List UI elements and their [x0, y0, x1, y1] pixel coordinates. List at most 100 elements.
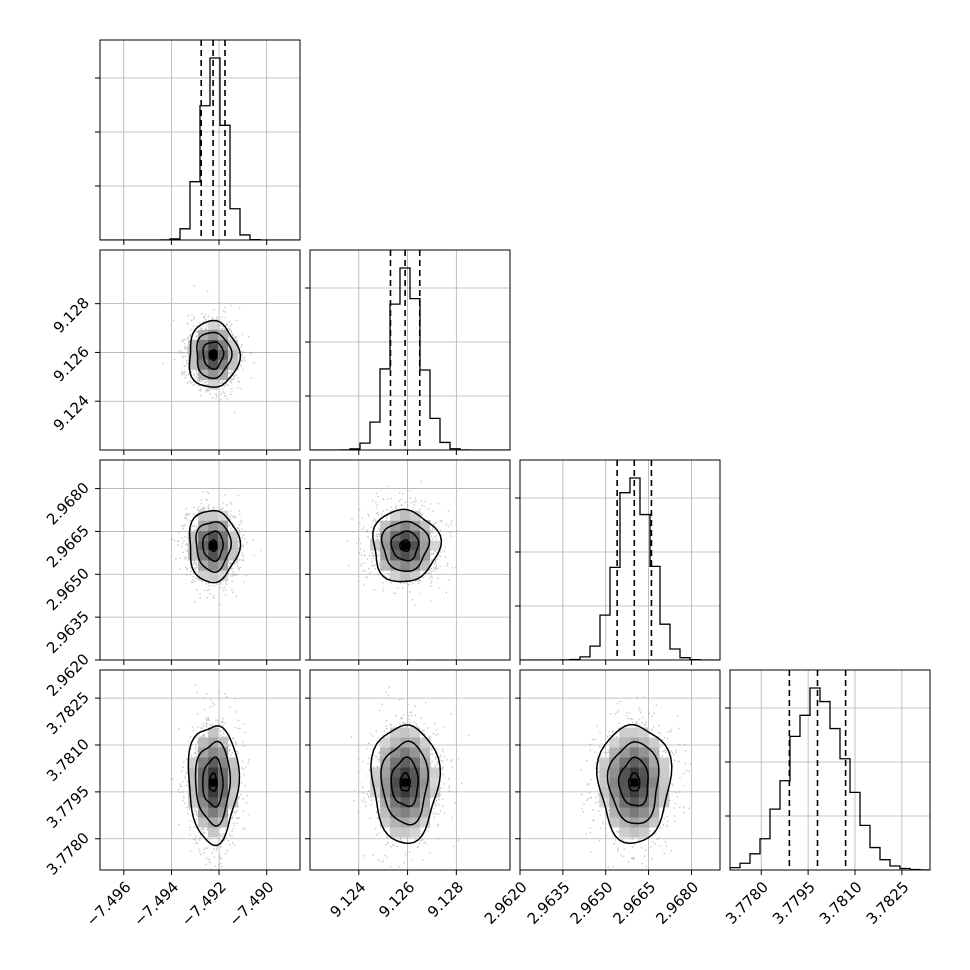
- density-cell: [228, 359, 239, 370]
- y-tick-label-p1-1: 9.126: [50, 343, 93, 386]
- density-cell: [410, 727, 421, 738]
- panel-frame: [99, 39, 301, 241]
- panel-1-1: [305, 249, 511, 455]
- density-cell: [208, 520, 219, 531]
- y-tick-label-p1-2: 9.128: [50, 294, 93, 337]
- density-cell: [218, 339, 229, 350]
- x-tick-label-p1-0: 9.124: [326, 878, 369, 921]
- density-cell: [390, 827, 401, 838]
- y-tick-label-p3-0: 3.7780: [43, 829, 93, 879]
- density-cell: [380, 757, 391, 768]
- density-cell: [599, 787, 610, 798]
- density-cell: [619, 747, 630, 758]
- density-peak: [209, 778, 218, 787]
- x-tick-label-p1-2: 9.128: [424, 878, 467, 921]
- density-cell: [390, 807, 401, 818]
- density-cell: [380, 777, 391, 788]
- density-cell: [218, 510, 229, 521]
- density-cell: [410, 540, 421, 551]
- density-cell: [639, 807, 650, 818]
- density-cell: [629, 757, 640, 768]
- histogram-step-2: [520, 477, 720, 660]
- contour-0: [188, 319, 242, 388]
- density-cell: [609, 757, 620, 768]
- density-cell: [609, 777, 620, 788]
- contour-1: [196, 331, 233, 380]
- density-cell: [218, 737, 229, 748]
- density-cell: [228, 530, 239, 541]
- density-cell: [410, 757, 421, 768]
- density-cell: [228, 797, 239, 808]
- contour-2: [202, 341, 225, 371]
- x-tick-label-p2-1: 2.9635: [524, 878, 574, 928]
- density-cell: [208, 797, 219, 808]
- y-tick-label-p3-1: 3.7795: [43, 782, 93, 832]
- density-cell: [649, 767, 660, 778]
- density-cell: [609, 817, 620, 828]
- density-cell: [619, 807, 630, 818]
- density-cell: [188, 787, 199, 798]
- density-cell: [198, 737, 209, 748]
- scatter-points: [350, 686, 470, 868]
- y-tick-label-p2-1: 2.9635: [43, 607, 93, 657]
- density-cell: [639, 767, 650, 778]
- density-cell: [188, 530, 199, 541]
- density-cell: [420, 520, 431, 531]
- density-cell: [198, 747, 209, 758]
- panel-0-0-content: [100, 40, 300, 240]
- density-cell: [228, 339, 239, 350]
- density-cell: [390, 747, 401, 758]
- density-cell: [609, 737, 620, 748]
- density-cell: [619, 827, 630, 838]
- panel-frame: [729, 669, 931, 871]
- density-cell: [599, 777, 610, 788]
- density-cell: [208, 827, 219, 838]
- density-cell: [659, 787, 670, 798]
- panel-frame: [99, 459, 301, 661]
- density-peak: [630, 778, 639, 787]
- density-cell: [208, 369, 219, 380]
- density-cell: [639, 827, 650, 838]
- density-cell: [380, 540, 391, 551]
- panel-2-0-content: [100, 460, 300, 660]
- density-peak: [209, 541, 218, 550]
- y-tick-label-p2-3: 2.9665: [43, 522, 93, 572]
- panel-3-1-content: [310, 670, 510, 870]
- x-tick-label-p3-2: 3.7810: [816, 878, 866, 928]
- density-cell: [198, 510, 209, 521]
- density-cell: [198, 359, 209, 370]
- x-tick-label-p3-0: 3.7780: [722, 878, 772, 928]
- x-tick-label-p2-4: 2.9680: [652, 878, 702, 928]
- density-cell: [188, 349, 199, 360]
- density-cell: [400, 570, 411, 581]
- panel-frame: [309, 459, 511, 661]
- contour-1: [606, 741, 660, 825]
- density-cell: [218, 747, 229, 758]
- histogram-step-0: [100, 57, 300, 240]
- density-cell: [208, 319, 219, 330]
- density-cell: [380, 767, 391, 778]
- panel-frame: [99, 669, 301, 871]
- density-cell: [420, 747, 431, 758]
- density-cell: [420, 540, 431, 551]
- density-cell: [410, 827, 421, 838]
- x-tick-label-p3-3: 3.7825: [863, 878, 913, 928]
- panel-0-0: [95, 39, 301, 245]
- panel-frame: [309, 249, 511, 451]
- density-cell: [639, 787, 650, 798]
- density-cell: [400, 530, 411, 541]
- y-tick-label-p2-2: 2.9650: [43, 564, 93, 614]
- density-cell: [400, 797, 411, 808]
- density-cell: [420, 550, 431, 561]
- density-cell: [420, 817, 431, 828]
- density-cell: [410, 747, 421, 758]
- density-cell: [639, 747, 650, 758]
- density-cell: [208, 817, 219, 828]
- density-cell: [218, 550, 229, 561]
- x-tick-label-p2-3: 2.9665: [609, 878, 659, 928]
- density-cell: [218, 797, 229, 808]
- density-cell: [649, 817, 660, 828]
- x-tick-label-p2-0: 2.9620: [481, 878, 531, 928]
- density-cell: [609, 767, 620, 778]
- x-tick-label-p0-3: −7.490: [225, 878, 277, 930]
